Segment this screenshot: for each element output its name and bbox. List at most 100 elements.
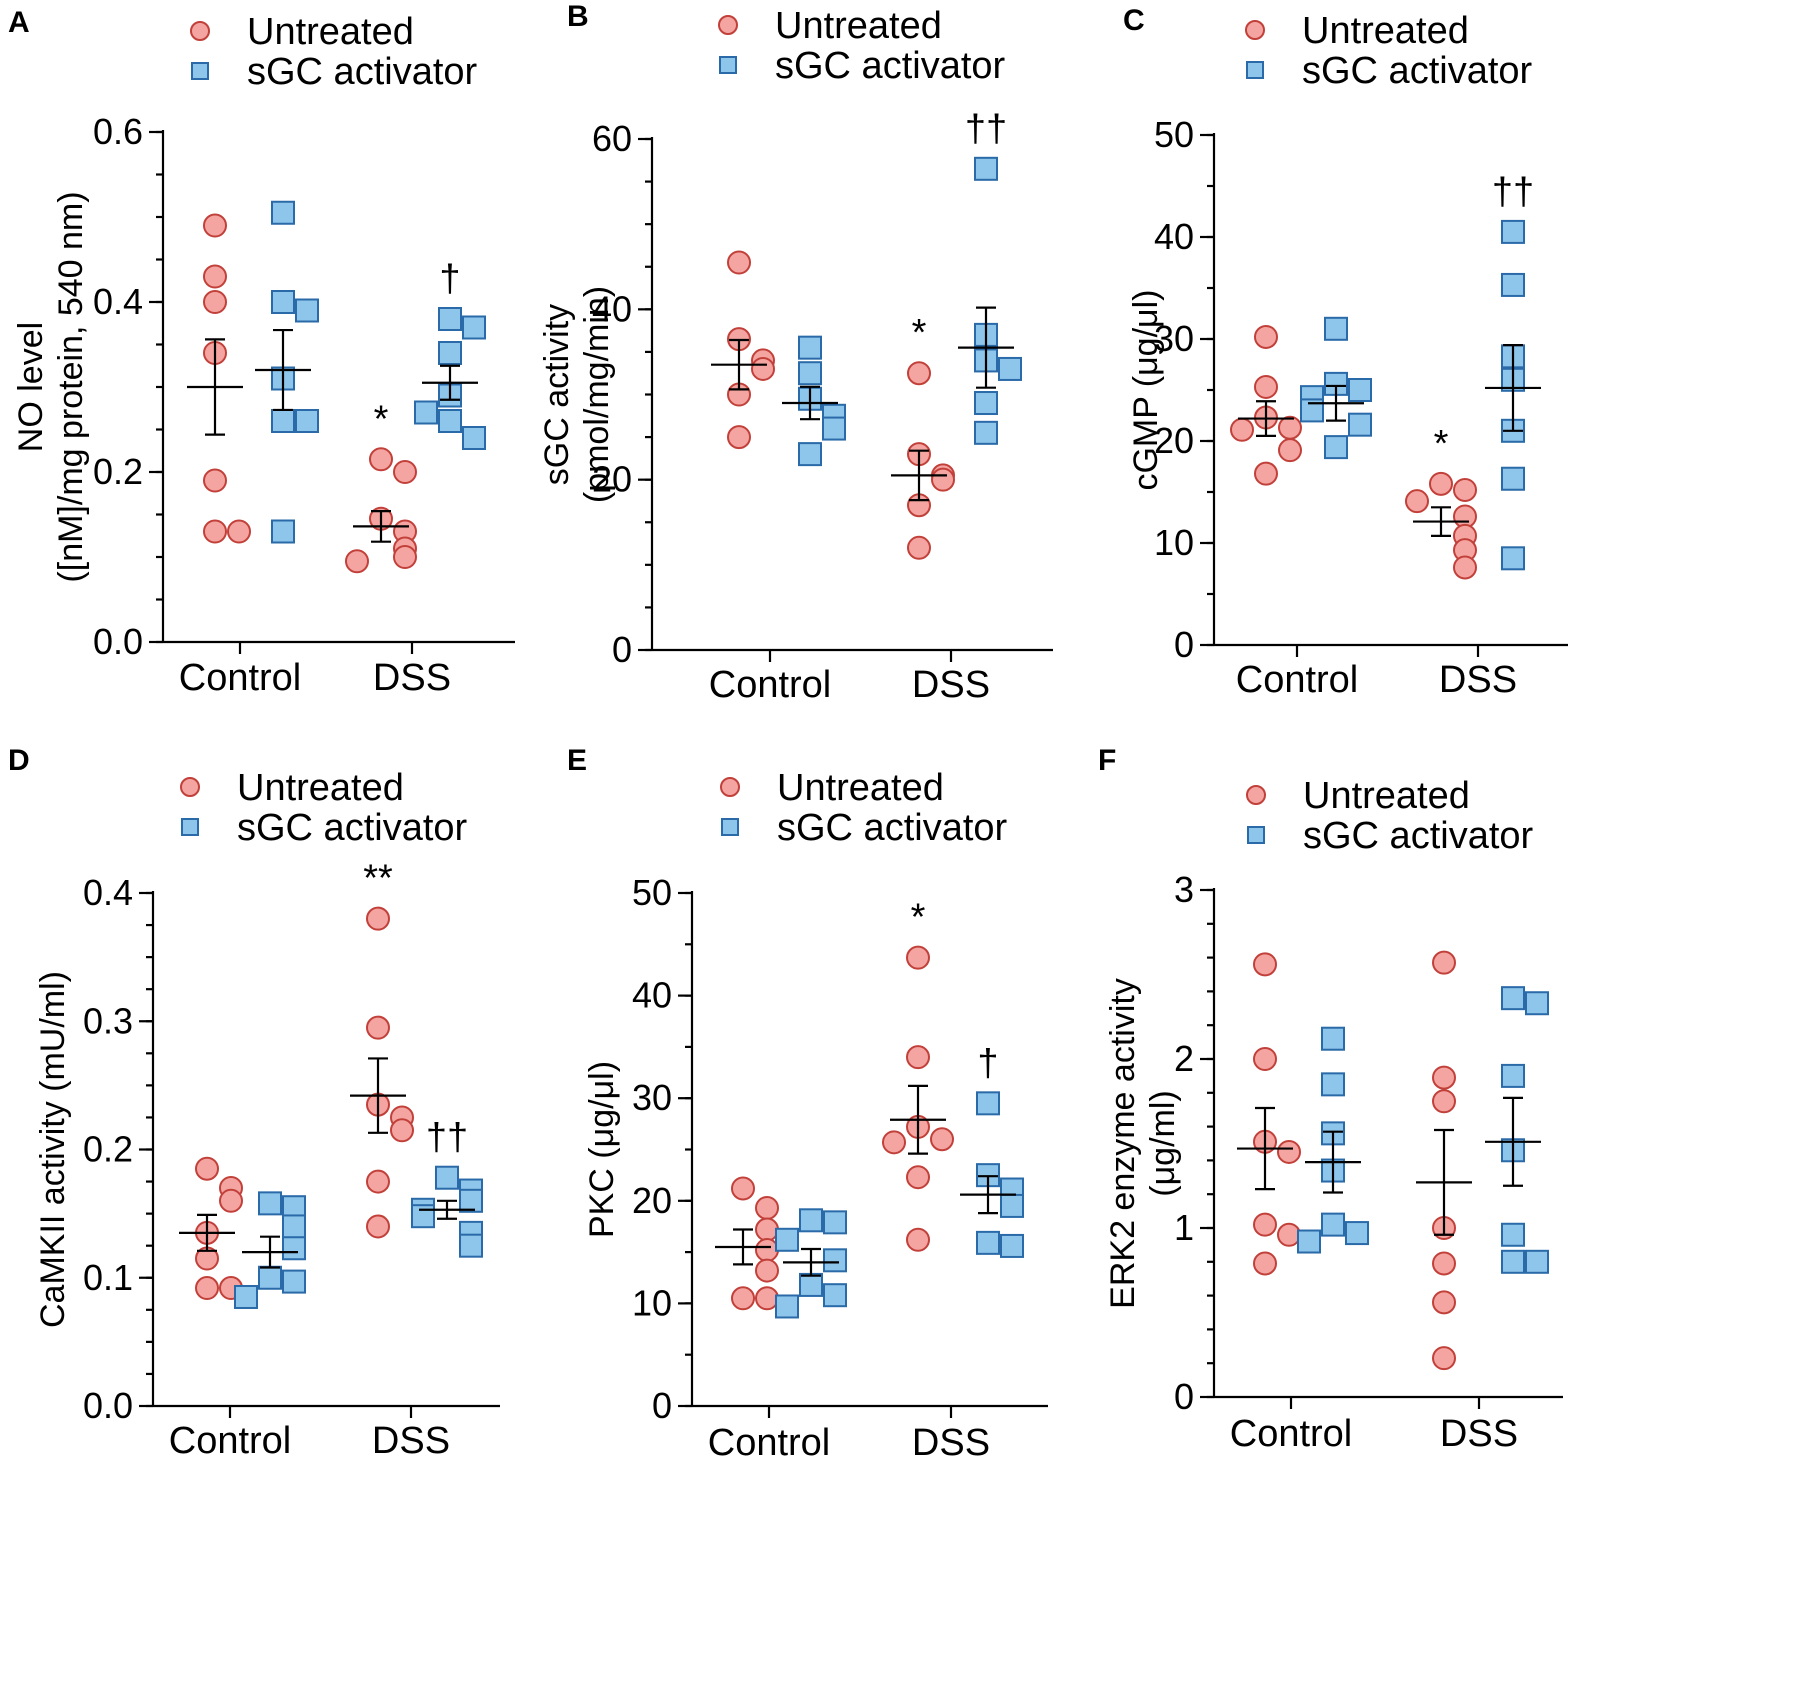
legend-label-activator: sGC activator xyxy=(775,45,1006,87)
significance-marker: * xyxy=(911,897,926,939)
data-point-untreated xyxy=(1278,415,1302,440)
data-point-untreated xyxy=(727,250,751,275)
y-tick-label: 10 xyxy=(632,1282,672,1323)
x-category-label: Control xyxy=(1236,659,1359,701)
significance-marker: † xyxy=(977,1042,998,1084)
data-point-untreated xyxy=(1432,1290,1456,1315)
legend-label-activator: sGC activator xyxy=(237,807,468,849)
data-point-untreated xyxy=(755,1258,779,1283)
legend-label-untreated: Untreated xyxy=(247,11,414,53)
data-point-activator xyxy=(459,1233,483,1258)
y-tick-label: 0.4 xyxy=(93,281,143,322)
legend-marker-untreated xyxy=(718,15,738,35)
legend-label-activator: sGC activator xyxy=(1303,815,1534,857)
data-point-activator xyxy=(799,1208,823,1233)
data-point-activator xyxy=(271,200,295,225)
data-point-untreated xyxy=(393,460,417,484)
y-axis-label: ([nM]/mg protein, 540 nm) xyxy=(52,191,90,582)
y-tick-label: 40 xyxy=(632,975,672,1016)
y-tick-label: 60 xyxy=(592,118,632,159)
legend-label-activator: sGC activator xyxy=(777,807,1008,849)
data-point-untreated xyxy=(906,1227,930,1252)
legend-marker-activator xyxy=(181,818,199,836)
data-point-activator xyxy=(1000,1233,1024,1258)
data-point-activator xyxy=(1501,1063,1525,1088)
panel-label: D xyxy=(8,744,30,777)
data-point-untreated xyxy=(195,1276,219,1301)
data-point-activator xyxy=(435,1165,459,1190)
y-tick-label: 0.1 xyxy=(83,1257,133,1298)
data-point-activator xyxy=(271,519,295,544)
data-point-activator xyxy=(1501,219,1525,244)
significance-marker: †† xyxy=(426,1117,468,1159)
data-point-activator xyxy=(1501,546,1525,571)
data-point-activator xyxy=(1525,1249,1549,1274)
data-point-activator xyxy=(822,416,846,441)
data-point-activator xyxy=(459,1188,483,1213)
legend-marker-untreated xyxy=(1245,20,1265,40)
data-point-activator xyxy=(1501,1222,1525,1247)
data-point-untreated xyxy=(755,1195,779,1220)
data-point-untreated xyxy=(1253,952,1277,977)
data-point-activator xyxy=(295,298,319,323)
data-point-activator xyxy=(258,1265,282,1290)
data-point-activator xyxy=(271,409,295,433)
x-category-label: Control xyxy=(708,1422,831,1464)
data-point-untreated xyxy=(203,519,227,544)
data-point-activator xyxy=(775,1294,799,1319)
data-point-untreated xyxy=(366,1169,390,1194)
data-point-activator xyxy=(775,1227,799,1252)
legend-marker-untreated xyxy=(190,21,210,41)
significance-marker: †† xyxy=(1492,171,1534,213)
x-category-label: DSS xyxy=(912,664,990,706)
data-point-activator xyxy=(798,442,822,467)
legend-label-untreated: Untreated xyxy=(237,767,404,809)
data-point-activator xyxy=(799,1272,823,1297)
data-point-untreated xyxy=(751,356,775,381)
data-point-activator xyxy=(234,1284,258,1309)
y-tick-label: 3 xyxy=(1174,869,1194,910)
panel-label: F xyxy=(1098,744,1116,777)
legend-label-activator: sGC activator xyxy=(247,51,478,93)
data-point-activator xyxy=(414,400,438,425)
legend-marker-activator xyxy=(721,818,739,836)
y-tick-label: 2 xyxy=(1174,1038,1194,1079)
data-point-activator xyxy=(271,290,295,314)
legend-label-untreated: Untreated xyxy=(777,767,944,809)
y-tick-label: 0 xyxy=(652,1385,672,1426)
x-category-label: Control xyxy=(1230,1413,1353,1455)
y-axis-label: ERK2 enzyme activity xyxy=(1104,978,1142,1309)
data-point-untreated xyxy=(390,1118,414,1143)
data-point-activator xyxy=(974,156,998,181)
legend-marker-activator xyxy=(1246,61,1264,79)
data-point-activator xyxy=(998,356,1022,381)
y-tick-label: 20 xyxy=(632,1180,672,1221)
y-axis-label: CaMKII activity (mU/ml) xyxy=(34,971,72,1328)
data-point-activator xyxy=(798,335,822,360)
y-tick-label: 40 xyxy=(592,288,632,329)
y-axis-label: cGMP (μg/μl) xyxy=(1127,289,1165,490)
legend-marker-activator xyxy=(719,56,737,74)
data-point-activator xyxy=(823,1210,847,1235)
x-category-label: DSS xyxy=(1439,659,1517,701)
significance-marker: † xyxy=(439,258,460,300)
data-point-untreated xyxy=(930,1127,954,1152)
y-tick-label: 40 xyxy=(1154,216,1194,257)
panel-label: A xyxy=(8,6,30,39)
data-point-activator xyxy=(1501,466,1525,491)
data-point-untreated xyxy=(906,1045,930,1070)
data-point-untreated xyxy=(1405,489,1429,514)
data-point-untreated xyxy=(906,945,930,970)
y-tick-label: 20 xyxy=(592,459,632,500)
y-tick-label: 0.0 xyxy=(83,1385,133,1426)
data-point-untreated xyxy=(731,1286,755,1311)
data-point-activator xyxy=(438,341,462,365)
data-point-untreated xyxy=(393,545,417,569)
data-point-activator xyxy=(1501,272,1525,297)
legend-label-untreated: Untreated xyxy=(775,5,942,47)
y-tick-label: 0 xyxy=(612,629,632,670)
data-point-untreated xyxy=(755,1286,779,1311)
